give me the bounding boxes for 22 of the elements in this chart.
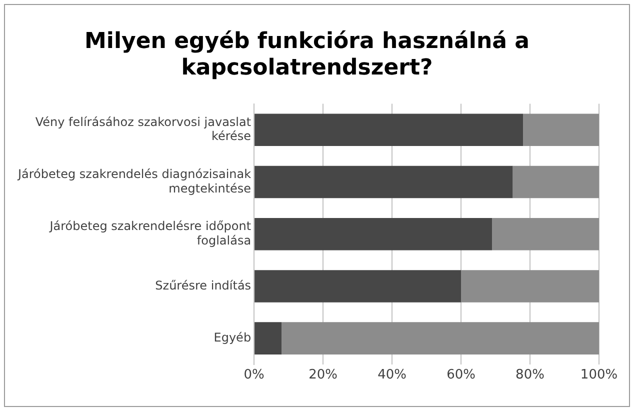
y-tick-label: Szűrésre indítás [155,278,252,292]
bar [461,270,599,302]
x-tick-label: 100% [580,368,618,383]
bar [254,270,462,302]
bar [254,166,513,198]
bar [512,166,599,198]
x-tick-label: 20% [308,368,338,383]
y-tick-label: Járóbeteg szakrendelés diagnózisainak megtekintése [16,166,252,196]
y-tick-label: Járóbeteg szakrendelésre időpont foglalása [48,219,252,248]
bar [523,114,599,146]
x-tick-label: 80% [516,368,544,383]
x-tick-label: 40% [378,368,406,383]
bar [492,218,599,250]
chart-title: Milyen egyéb funkcióra használná a kapcsolatrendszert? [84,28,530,80]
bar [254,322,282,354]
x-tick-label: 0% [244,368,264,383]
bar [254,218,492,250]
y-tick-label: Egyéb [214,330,252,344]
bar [254,114,524,146]
x-tick-label: 60% [446,368,476,383]
y-tick-label: Vény felírásához szakorvosi javaslat kérése [35,114,252,144]
bar [282,322,599,354]
